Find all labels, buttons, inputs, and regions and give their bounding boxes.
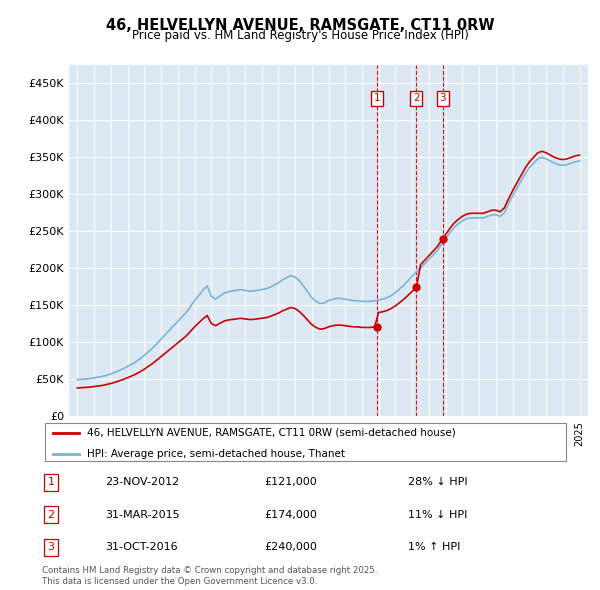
Text: £174,000: £174,000 — [264, 510, 317, 520]
Text: 31-OCT-2016: 31-OCT-2016 — [105, 542, 178, 552]
FancyBboxPatch shape — [44, 423, 566, 461]
Text: Price paid vs. HM Land Registry's House Price Index (HPI): Price paid vs. HM Land Registry's House … — [131, 30, 469, 42]
Text: HPI: Average price, semi-detached house, Thanet: HPI: Average price, semi-detached house,… — [87, 449, 345, 459]
Text: £121,000: £121,000 — [264, 477, 317, 487]
Text: 1% ↑ HPI: 1% ↑ HPI — [408, 542, 460, 552]
Text: 28% ↓ HPI: 28% ↓ HPI — [408, 477, 467, 487]
Text: 2: 2 — [413, 93, 420, 103]
Text: 2: 2 — [47, 510, 55, 520]
Text: 3: 3 — [440, 93, 446, 103]
Text: 1: 1 — [47, 477, 55, 487]
Text: Contains HM Land Registry data © Crown copyright and database right 2025.
This d: Contains HM Land Registry data © Crown c… — [42, 566, 377, 586]
Text: 46, HELVELLYN AVENUE, RAMSGATE, CT11 0RW: 46, HELVELLYN AVENUE, RAMSGATE, CT11 0RW — [106, 18, 494, 32]
Text: 31-MAR-2015: 31-MAR-2015 — [105, 510, 179, 520]
Text: 3: 3 — [47, 542, 55, 552]
Text: 1: 1 — [374, 93, 380, 103]
Text: 23-NOV-2012: 23-NOV-2012 — [105, 477, 179, 487]
Text: 46, HELVELLYN AVENUE, RAMSGATE, CT11 0RW (semi-detached house): 46, HELVELLYN AVENUE, RAMSGATE, CT11 0RW… — [87, 428, 455, 438]
Text: 11% ↓ HPI: 11% ↓ HPI — [408, 510, 467, 520]
Text: £240,000: £240,000 — [264, 542, 317, 552]
